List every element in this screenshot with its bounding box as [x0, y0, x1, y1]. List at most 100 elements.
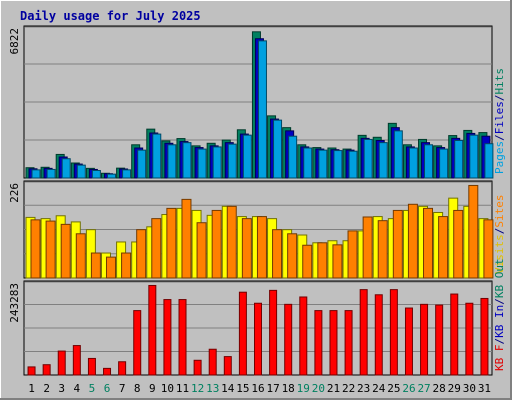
- bar-kb-f-day-9: [148, 284, 157, 376]
- bar-kb-f-day-3: [57, 350, 66, 376]
- bar-sites-day-27: [423, 207, 434, 279]
- bar-kb-f-day-29: [450, 293, 459, 376]
- bar-kb-f-day-28: [435, 304, 444, 376]
- bar-pages-day-27: [424, 144, 434, 179]
- bar-sites-day-29: [453, 209, 464, 279]
- x-tick-label-day-21: 21: [327, 382, 340, 395]
- bar-kb-f-day-30: [465, 302, 474, 376]
- bar-pages-day-6: [106, 173, 116, 179]
- x-tick-label-day-31: 31: [478, 382, 491, 395]
- bar-pages-day-10: [167, 144, 177, 179]
- bar-pages-day-24: [378, 142, 388, 179]
- bar-sites-day-30: [468, 184, 479, 279]
- bar-pages-day-16: [257, 40, 267, 179]
- bar-kb-f-day-5: [87, 357, 96, 376]
- x-tick-label-day-17: 17: [266, 382, 279, 395]
- bar-sites-day-19: [302, 244, 313, 279]
- bar-pages-day-31: [484, 143, 494, 179]
- x-tick-label-day-20: 20: [312, 382, 325, 395]
- bar-pages-day-2: [46, 168, 56, 179]
- bar-sites-day-21: [332, 244, 343, 279]
- x-tick-label-day-24: 24: [372, 382, 386, 395]
- axis-legend: Visits/Sites: [493, 195, 506, 275]
- x-tick-label-day-3: 3: [58, 382, 65, 395]
- bar-kb-f-day-25: [389, 289, 398, 376]
- x-tick-label-day-16: 16: [251, 382, 264, 395]
- bar-sites-day-17: [272, 229, 283, 279]
- axis-legend-item: Hits: [493, 68, 506, 95]
- bar-kb-f-day-12: [193, 359, 202, 376]
- x-tick-label-day-22: 22: [342, 382, 355, 395]
- bar-kb-f-day-21: [329, 310, 338, 376]
- bar-pages-day-7: [122, 169, 132, 179]
- axis-legend-item: KB F: [493, 345, 506, 372]
- bar-kb-f-day-16: [254, 302, 262, 376]
- bar-pages-day-4: [76, 164, 86, 179]
- bar-sites-day-22: [347, 230, 358, 279]
- x-tick-label-day-9: 9: [149, 382, 156, 395]
- axis-legend-item: KB Out: [493, 258, 506, 298]
- bar-kb-f-day-23: [359, 289, 368, 376]
- bar-sites-day-6: [105, 256, 116, 279]
- x-tick-label-day-4: 4: [74, 382, 81, 395]
- x-tick-label-day-6: 6: [104, 382, 111, 395]
- axis-legend-item: Visits: [493, 234, 506, 274]
- x-tick-label-day-26: 26: [402, 382, 415, 395]
- bar-sites-day-8: [136, 229, 147, 279]
- x-tick-label-day-13: 13: [206, 382, 219, 395]
- x-tick-label-day-27: 27: [417, 382, 430, 395]
- bar-pages-day-17: [273, 119, 283, 179]
- x-tick-label-day-7: 7: [119, 382, 126, 395]
- bar-sites-day-24: [377, 220, 388, 279]
- x-tick-label-day-11: 11: [176, 382, 189, 395]
- axis-legend-item: /: [493, 298, 506, 305]
- bar-kb-f-day-18: [284, 303, 293, 376]
- axis-legend-item: Sites: [493, 195, 506, 228]
- bar-pages-day-23: [363, 138, 373, 179]
- bar-kb-f-day-20: [314, 310, 323, 376]
- bar-kb-f-day-4: [72, 345, 81, 376]
- x-tick-label-day-25: 25: [387, 382, 400, 395]
- bar-pages-day-12: [197, 148, 207, 179]
- bar-kb-f-day-27: [420, 303, 429, 376]
- bar-pages-day-15: [242, 134, 252, 179]
- bar-pages-day-22: [348, 150, 358, 179]
- axis-legend-item: Files: [493, 101, 506, 134]
- bar-kb-f-day-17: [269, 289, 278, 376]
- bar-pages-day-29: [454, 140, 464, 179]
- bar-pages-day-18: [288, 135, 298, 179]
- bar-sites-day-12: [196, 222, 207, 279]
- bar-sites-day-25: [392, 209, 403, 279]
- bar-kb-f-day-11: [178, 299, 187, 376]
- x-tick-label-day-12: 12: [191, 382, 204, 395]
- bar-kb-f-day-22: [344, 310, 353, 376]
- bar-sites-day-20: [317, 242, 328, 279]
- bar-pages-day-13: [212, 146, 222, 179]
- bar-pages-day-3: [61, 158, 71, 179]
- x-tick-label-day-2: 2: [43, 382, 50, 395]
- bar-kb-f-day-24: [374, 294, 383, 376]
- bar-pages-day-8: [137, 149, 147, 179]
- bar-pages-day-30: [469, 134, 479, 179]
- x-tick-label-day-5: 5: [89, 382, 96, 395]
- x-tick-label-day-30: 30: [463, 382, 476, 395]
- bar-pages-day-19: [303, 147, 313, 179]
- x-tick-label-day-10: 10: [161, 382, 174, 395]
- x-tick-label-day-15: 15: [236, 382, 249, 395]
- bar-kb-f-day-8: [133, 310, 142, 376]
- bar-pages-day-26: [408, 147, 418, 179]
- axis-legend-item: /: [493, 134, 506, 141]
- bar-sites-day-11: [181, 198, 192, 279]
- bar-pages-day-14: [227, 143, 237, 179]
- bar-pages-day-1: [31, 169, 41, 179]
- axis-legend-item: /: [493, 338, 506, 345]
- bar-sites-day-26: [407, 203, 418, 279]
- bar-kb-f-day-2: [42, 364, 51, 376]
- x-tick-label-day-19: 19: [297, 382, 310, 395]
- bar-kb-f-day-31: [480, 297, 489, 376]
- axis-legend-item: Pages: [493, 141, 506, 174]
- bar-sites-day-3: [60, 223, 71, 279]
- bar-pages-day-11: [182, 142, 192, 179]
